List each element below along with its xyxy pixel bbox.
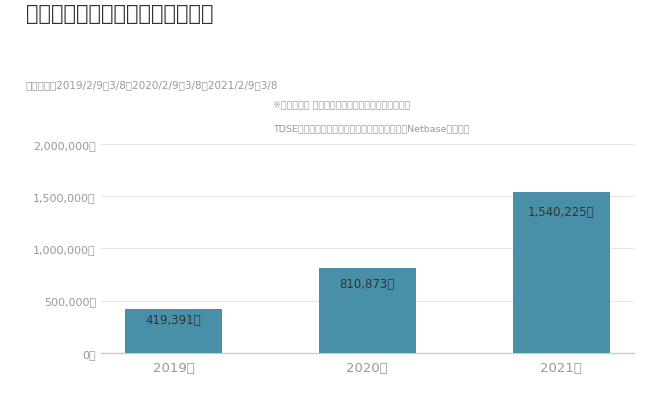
Text: 810,873件: 810,873件 — [339, 277, 395, 290]
Text: 419,391件: 419,391件 — [146, 314, 202, 326]
Text: 調査期間：2019/2/9～3/8、2020/2/9～3/8、2021/2/9～3/8: 調査期間：2019/2/9～3/8、2020/2/9～3/8、2021/2/9～… — [26, 80, 278, 90]
Text: TDSE提供のソーシャルアナリティクスツール「Netbase」を使用: TDSE提供のソーシャルアナリティクスツール「Netbase」を使用 — [273, 124, 469, 133]
Text: ※シエンプレ デジタル・クライシス総合研究所調べ: ※シエンプレ デジタル・クライシス総合研究所調べ — [273, 100, 410, 109]
Text: 「東日本大震災」関連投稿数推移: 「東日本大震災」関連投稿数推移 — [26, 4, 213, 24]
Bar — [513, 192, 610, 353]
Text: 1,540,225件: 1,540,225件 — [528, 205, 594, 218]
Bar — [125, 309, 222, 353]
Bar — [318, 268, 416, 353]
